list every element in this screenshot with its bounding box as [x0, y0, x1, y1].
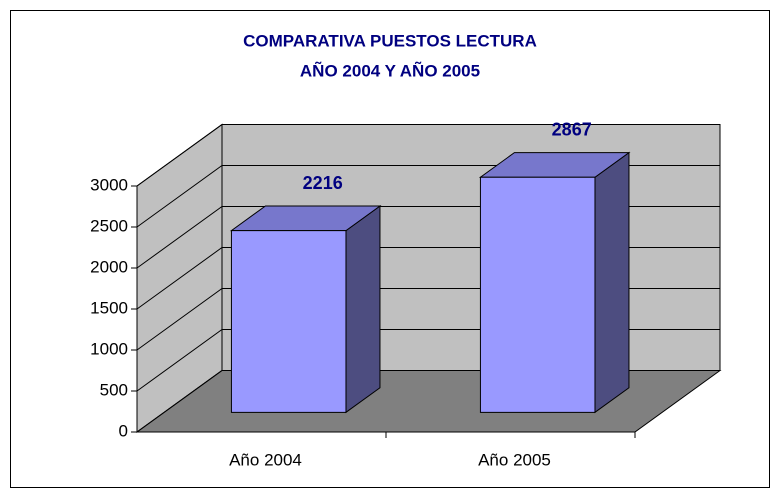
- y-tick-label: 3000: [90, 175, 128, 194]
- chart-title: AÑO 2004 Y AÑO 2005: [300, 60, 480, 80]
- chart-title: COMPARATIVA PUESTOS LECTURA: [243, 31, 537, 50]
- bar: [230, 230, 347, 413]
- y-tick-label: 0: [119, 421, 128, 440]
- value-label: 2867: [552, 119, 592, 139]
- y-tick-label: 1500: [90, 298, 128, 317]
- y-tick-label: 1000: [90, 339, 128, 358]
- y-tick-label: 2000: [90, 257, 128, 276]
- bar-side: [594, 151, 630, 414]
- x-tick-label: Año 2005: [478, 450, 551, 469]
- floor: [135, 370, 722, 433]
- grid-line: [136, 124, 720, 187]
- bar: [479, 176, 596, 413]
- y-tick-label: 2500: [90, 216, 128, 235]
- x-tick-label: Año 2004: [229, 450, 302, 469]
- y-tick-label: 500: [100, 380, 128, 399]
- value-label: 2216: [303, 173, 343, 193]
- bar-side: [345, 205, 381, 414]
